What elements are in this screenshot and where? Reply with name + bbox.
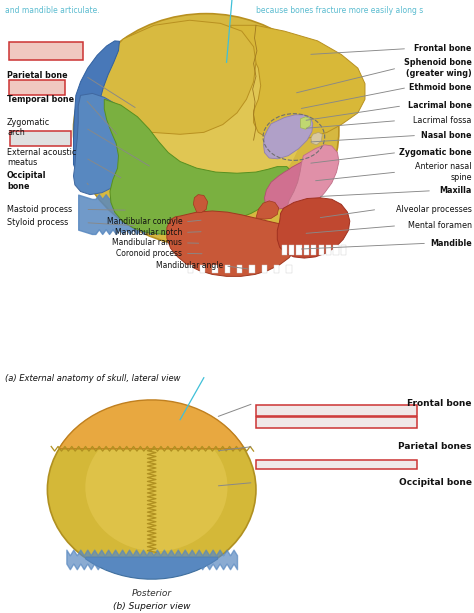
FancyBboxPatch shape [9, 42, 83, 60]
FancyBboxPatch shape [10, 131, 71, 146]
Text: Posterior: Posterior [132, 589, 172, 598]
Text: Mandibular ramus: Mandibular ramus [112, 238, 182, 248]
Bar [249, 265, 255, 273]
Polygon shape [230, 25, 365, 140]
Polygon shape [73, 41, 119, 171]
Text: Zygomatic
arch: Zygomatic arch [7, 118, 50, 137]
Polygon shape [104, 99, 292, 234]
Polygon shape [167, 211, 296, 276]
FancyBboxPatch shape [256, 405, 417, 416]
Text: Nasal bone: Nasal bone [421, 131, 472, 140]
Polygon shape [264, 159, 325, 210]
Polygon shape [193, 195, 208, 213]
Bar [289, 245, 294, 255]
Bar [262, 265, 267, 273]
Text: Temporal bone: Temporal bone [7, 95, 74, 104]
Text: Occipital
bone: Occipital bone [7, 171, 46, 191]
Polygon shape [86, 557, 218, 579]
Ellipse shape [85, 423, 228, 551]
Polygon shape [301, 116, 310, 129]
Text: Mandibular notch: Mandibular notch [115, 228, 182, 237]
Polygon shape [59, 400, 244, 449]
FancyBboxPatch shape [256, 460, 417, 468]
Text: (a) External anatomy of skull, lateral view: (a) External anatomy of skull, lateral v… [5, 375, 180, 383]
Bar [286, 265, 292, 273]
Bar [333, 245, 338, 255]
Text: Mastoid process: Mastoid process [7, 205, 72, 214]
Ellipse shape [73, 13, 339, 247]
Bar [200, 265, 205, 273]
Bar [282, 245, 287, 255]
Text: Frontal bone: Frontal bone [407, 399, 472, 408]
Text: Parietal bones: Parietal bones [398, 442, 472, 451]
Ellipse shape [114, 35, 303, 207]
Text: because bones fracture more easily along s: because bones fracture more easily along… [256, 6, 423, 15]
Text: (b) Superior view: (b) Superior view [113, 601, 191, 611]
Bar [311, 245, 316, 255]
Text: External acoustic
meatus: External acoustic meatus [7, 148, 76, 167]
Bar [274, 265, 279, 273]
FancyBboxPatch shape [9, 80, 65, 96]
Bar [296, 245, 301, 255]
Polygon shape [287, 145, 339, 216]
Text: Lacrimal fossa: Lacrimal fossa [413, 116, 472, 125]
Bar [326, 245, 331, 255]
Text: Mandible: Mandible [430, 239, 472, 248]
Polygon shape [264, 115, 313, 159]
Polygon shape [73, 93, 140, 195]
Text: Alveolar processes: Alveolar processes [396, 205, 472, 214]
Text: Parietal bone: Parietal bone [7, 71, 68, 80]
Text: Mandibular condyle: Mandibular condyle [107, 218, 182, 226]
Text: Frontal bone: Frontal bone [414, 44, 472, 53]
Text: Sphenoid bone
(greater wing): Sphenoid bone (greater wing) [404, 58, 472, 78]
Bar [319, 245, 324, 255]
Polygon shape [90, 20, 256, 134]
Polygon shape [311, 132, 322, 145]
FancyBboxPatch shape [256, 417, 417, 428]
Polygon shape [277, 198, 350, 258]
Text: Ethmoid bone: Ethmoid bone [409, 83, 472, 92]
Bar [237, 265, 242, 273]
Text: Styloid process: Styloid process [7, 218, 68, 227]
Text: Lacrimal bone: Lacrimal bone [408, 101, 472, 110]
Text: Coronoid process: Coronoid process [117, 249, 182, 258]
Text: Mental foramen: Mental foramen [408, 221, 472, 230]
Text: Zygomatic bone: Zygomatic bone [399, 148, 472, 157]
Bar [304, 245, 309, 255]
Polygon shape [256, 201, 279, 219]
Bar [341, 245, 346, 255]
Text: Maxilla: Maxilla [439, 186, 472, 195]
Text: Mandibular angle: Mandibular angle [155, 261, 223, 270]
Text: and mandible articulate.: and mandible articulate. [5, 6, 100, 15]
Text: Anterior nasal
spine: Anterior nasal spine [415, 162, 472, 181]
Bar [188, 265, 193, 273]
Ellipse shape [47, 401, 256, 578]
Text: Occipital bone: Occipital bone [399, 478, 472, 487]
Bar [212, 265, 218, 273]
Bar [225, 265, 230, 273]
